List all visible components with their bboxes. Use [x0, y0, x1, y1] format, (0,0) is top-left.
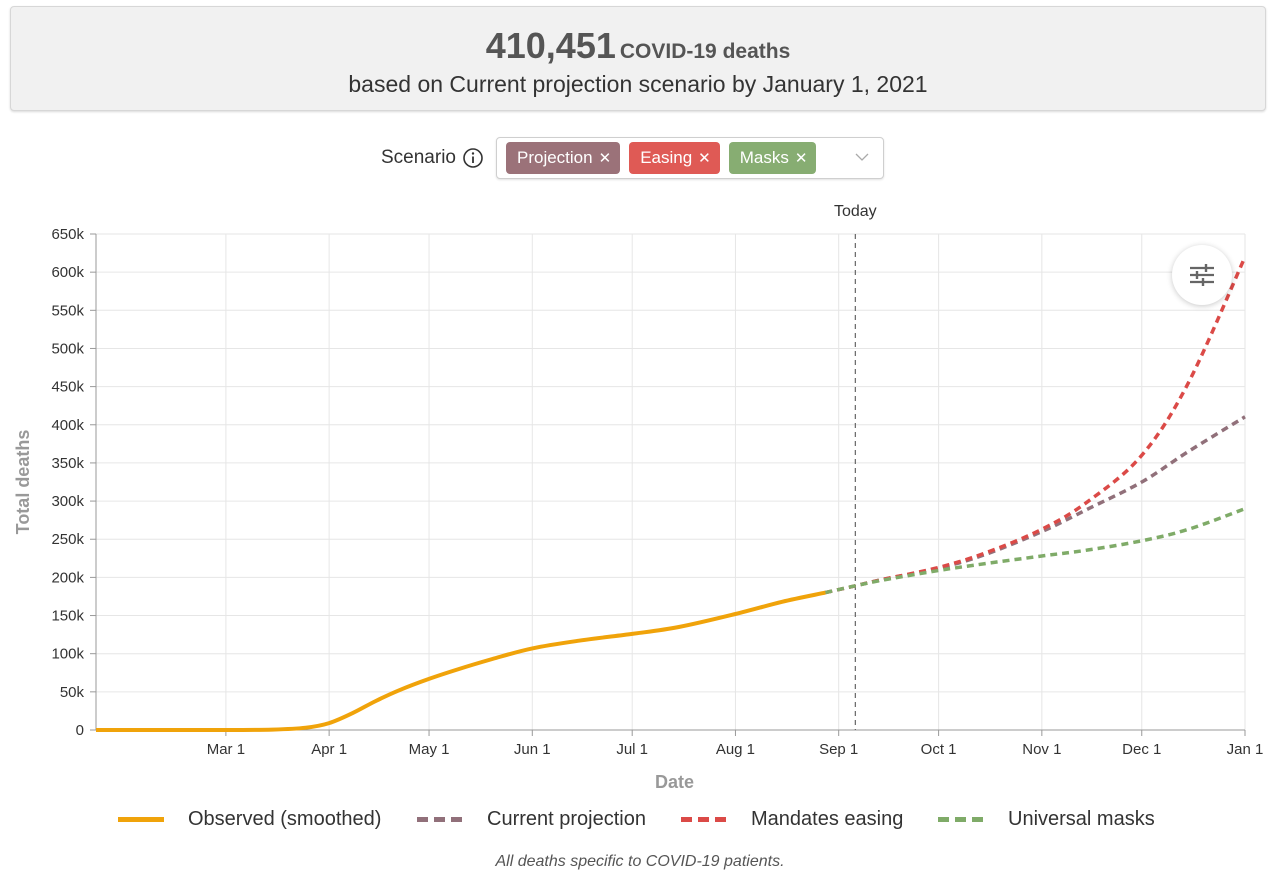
- y-tick-label: 650k: [51, 226, 84, 243]
- x-tick-label: Jul 1: [616, 741, 648, 758]
- scenario-label: Scenario: [381, 147, 456, 168]
- summary-card: 410,451 COVID-19 deaths based on Current …: [10, 6, 1266, 111]
- x-tick-label: Oct 1: [921, 741, 957, 758]
- y-tick-label: 200k: [51, 569, 84, 586]
- death-count: 410,451: [485, 25, 616, 66]
- sliders-icon: [1190, 264, 1214, 286]
- legend-label: Observed (smoothed): [188, 808, 382, 830]
- death-count-unit: COVID-19 deaths: [619, 40, 791, 63]
- x-tick-label: Jun 1: [514, 741, 551, 758]
- y-tick-label: 350k: [51, 455, 84, 472]
- legend-item-universal-masks[interactable]: Universal masks: [938, 808, 1155, 831]
- x-tick-label: Mar 1: [207, 741, 245, 758]
- legend-swatch: [681, 817, 727, 822]
- legend-item-current-projection[interactable]: Current projection: [417, 808, 646, 831]
- y-axis-title: Total deaths: [13, 430, 33, 535]
- today-label: Today: [834, 203, 877, 220]
- x-tick-label: May 1: [409, 741, 450, 758]
- universal-masks-line: [825, 507, 1246, 595]
- chart-legend: Observed (smoothed) Current projection M…: [0, 808, 1280, 838]
- legend-label: Universal masks: [1008, 808, 1155, 830]
- legend-item-observed[interactable]: Observed (smoothed): [118, 808, 381, 831]
- summary-subtitle: based on Current projection scenario by …: [348, 71, 928, 97]
- scenario-multiselect[interactable]: Projection ✕ Easing ✕ Masks ✕: [496, 137, 884, 179]
- scenario-tag-projection[interactable]: Projection ✕: [506, 142, 621, 174]
- y-tick-label: 500k: [51, 340, 84, 357]
- legend-swatch: [417, 817, 463, 822]
- x-tick-label: Jan 1: [1227, 741, 1264, 758]
- scenario-tag-masks[interactable]: Masks ✕: [728, 142, 817, 174]
- legend-label: Mandates easing: [751, 808, 904, 830]
- x-tick-label: Apr 1: [311, 741, 347, 758]
- observed-line: [95, 590, 826, 733]
- legend-swatch: [118, 817, 164, 822]
- y-tick-label: 100k: [51, 646, 84, 663]
- x-tick-label: Nov 1: [1022, 741, 1061, 758]
- info-icon[interactable]: [462, 147, 484, 169]
- scenario-tag-label: Projection: [517, 148, 593, 167]
- y-tick-label: 250k: [51, 531, 84, 548]
- x-axis-title: Date: [655, 772, 694, 792]
- y-tick-label: 400k: [51, 417, 84, 434]
- remove-tag-icon[interactable]: ✕: [794, 150, 808, 167]
- y-tick-label: 300k: [51, 493, 84, 510]
- chevron-down-icon[interactable]: [855, 150, 869, 164]
- footnote: All deaths specific to COVID-19 patients…: [495, 853, 785, 870]
- scenario-selector-row: Scenario Projection ✕ Easing ✕ Masks ✕: [381, 136, 884, 180]
- y-tick-label: 550k: [51, 302, 84, 319]
- y-tick-label: 0: [76, 722, 84, 739]
- x-tick-label: Aug 1: [716, 741, 755, 758]
- legend-label: Current projection: [487, 808, 646, 830]
- y-tick-label: 450k: [51, 379, 84, 396]
- deaths-line-chart: 0 50k 100k 150k 200k 250k 300k 350k 400k 450k 500k…: [13, 203, 1264, 792]
- scenario-tag-label: Masks: [739, 148, 789, 167]
- legend-item-mandates-easing[interactable]: Mandates easing: [681, 808, 903, 831]
- scenario-tag-label: Easing: [640, 148, 693, 167]
- y-tick-label: 600k: [51, 264, 84, 281]
- remove-tag-icon[interactable]: ✕: [698, 150, 711, 167]
- current-projection-line: [825, 415, 1246, 595]
- x-tick-label: Sep 1: [819, 741, 858, 758]
- remove-tag-icon[interactable]: ✕: [598, 150, 612, 167]
- legend-swatch: [938, 817, 984, 822]
- chart-settings-button[interactable]: [1172, 245, 1232, 305]
- y-tick-label: 150k: [51, 608, 84, 625]
- scenario-tag-easing[interactable]: Easing ✕: [629, 142, 720, 174]
- y-tick-label: 50k: [60, 684, 85, 701]
- x-tick-label: Dec 1: [1122, 741, 1161, 758]
- summary-headline: 410,451 COVID-19 deaths: [11, 25, 1265, 66]
